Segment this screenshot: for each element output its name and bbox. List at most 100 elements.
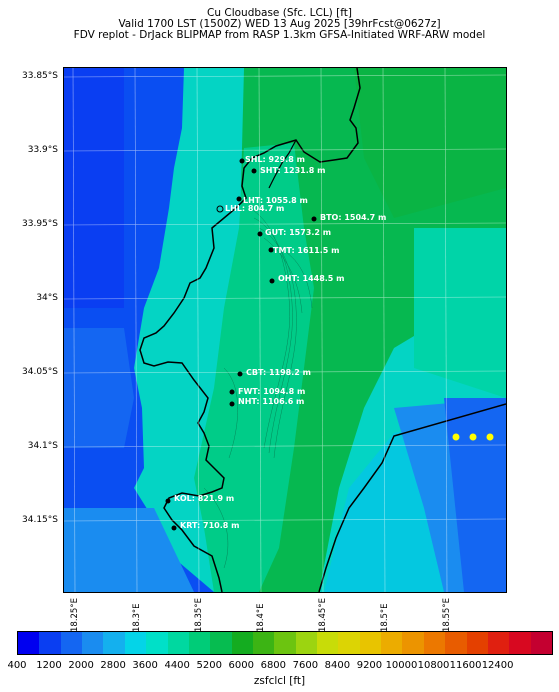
colorbar-tick-label: 4400 [164,660,190,671]
station-label-shl: SHL: 929.8 m [245,155,305,164]
colorbar-swatch [146,632,168,654]
coast-inland [268,139,297,189]
lon-label: 18.3°E [132,603,142,632]
colorbar-swatch [82,632,104,654]
station-marker [251,168,257,174]
station-label-oht: OHT: 1448.5 m [278,274,345,283]
lon-label: 18.4°E [256,603,266,632]
colorbar-tick-label: 1200 [36,660,62,671]
colorbar-tick-label: 12400 [481,660,514,671]
colorbar-tick-label: 5200 [196,660,222,671]
colorbar-swatch [466,632,488,654]
map-panel[interactable]: SHL: 929.8 m SHT: 1231.8 m LHT: 1055.8 m… [63,67,507,593]
colorbar-swatch [381,632,403,654]
colorbar-swatch [252,632,275,654]
land-east-bright [354,68,506,218]
colorbar-tick-label: 9200 [356,660,383,671]
valid-time-subtitle: Valid 1700 LST (1500Z) WED 13 Aug 2025 [… [118,18,441,30]
colorbar-swatch [18,632,40,654]
station-label-bto: BTO: 1504.7 m [320,213,386,222]
station-marker [229,401,235,407]
station-marker [236,196,242,202]
station-labels: SHL: 929.8 m SHT: 1231.8 m LHT: 1055.8 m… [174,155,386,530]
colorbar-swatch [338,632,360,654]
yellow-markers [452,433,494,441]
station-label-fwt: FWT: 1094.8 m [238,387,305,396]
colorbar-swatch [359,632,382,654]
colorbar-tick-label: 2800 [100,660,126,671]
colorbar-swatch [317,632,339,654]
station-marker [257,231,263,237]
station-marker [165,498,171,504]
colorbar-swatch [509,632,531,654]
station-markers [165,158,317,531]
colorbar-swatch [487,632,510,654]
lon-label: 18.45°E [318,598,328,632]
colorbar-swatch [39,632,61,654]
lon-label: 18.5°E [380,603,390,632]
lat-label: 34.05°S [22,367,58,377]
station-marker [237,371,243,377]
colorbar-tick-label: 400 [7,660,27,671]
colorbar-swatch [295,632,318,654]
model-subtitle: FDV replot - DrJack BLIPMAP from RASP 1.… [73,29,486,41]
colorbar-tick-label: 10800 [417,660,450,671]
station-marker [229,389,235,395]
chart-title: Cu Cloudbase (Sfc. LCL) [ft] [207,7,352,19]
colorbar-tick-label: 3600 [132,660,158,671]
yellow-marker [469,433,477,441]
colorbar-tick-label: 7600 [292,660,319,671]
lon-label: 18.35°E [194,598,204,632]
yellow-marker [452,433,460,441]
colorbar-swatch [60,632,83,654]
station-label-gut: GUT: 1573.2 m [265,228,331,237]
station-label-cbt: CBT: 1198.2 m [246,368,311,377]
colorbar [17,631,553,655]
land-east-teal [414,228,506,398]
false-bay-deeper [444,398,506,592]
lat-label: 33.9°S [27,145,58,155]
colorbar-swatch [530,632,552,654]
colorbar-swatch [445,632,467,654]
ocean-west-mid [64,328,134,448]
station-label-kol: KOL: 821.9 m [174,494,234,503]
station-label-lht: LHT: 1055.8 m [243,196,308,205]
station-label-nht: NHT: 1106.6 m [238,397,304,406]
colorbar-swatch [188,632,211,654]
lat-label: 34.15°S [22,515,58,525]
station-marker [239,158,245,164]
colorbar-swatch [274,632,296,654]
station-marker [311,216,317,222]
lat-label: 34.1°S [27,441,58,451]
colorbar-swatch [402,632,424,654]
station-marker [269,278,275,284]
colorbar-swatch [167,632,189,654]
station-label-krt: KRT: 710.8 m [180,521,239,530]
lat-label: 33.95°S [22,219,58,229]
lon-label: 18.25°E [70,598,80,632]
colorbar-swatch [423,632,446,654]
ocean-bottom-left [64,508,194,592]
colorbar-tick-label: 8400 [324,660,351,671]
colorbar-tick-label: 10000 [385,660,418,671]
colorbar-swatch [124,632,147,654]
lat-label: 34°S [36,293,58,303]
colorbar-tick-label: 6000 [228,660,254,671]
false-bay-coast [318,403,506,592]
map-canvas: SHL: 929.8 m SHT: 1231.8 m LHT: 1055.8 m… [64,68,506,592]
station-marker [268,247,274,253]
colorbar-swatch [210,632,232,654]
station-label-tmt: TMT: 1611.5 m [273,246,339,255]
ocean-far-west [64,68,124,308]
station-marker [171,525,177,531]
colorbar-swatch [231,632,253,654]
colorbar-tick-label: 6800 [260,660,287,671]
lat-label: 33.85°S [22,71,58,81]
station-label-sht: SHT: 1231.8 m [260,166,325,175]
colorbar-swatch [103,632,125,654]
station-label-lhl: LHL: 804.7 m [225,204,284,213]
colorbar-tick-label: 11600 [449,660,482,671]
colorbar-tick-label: 2000 [68,660,94,671]
yellow-marker [486,433,494,441]
lon-label: 18.55°E [442,598,452,632]
